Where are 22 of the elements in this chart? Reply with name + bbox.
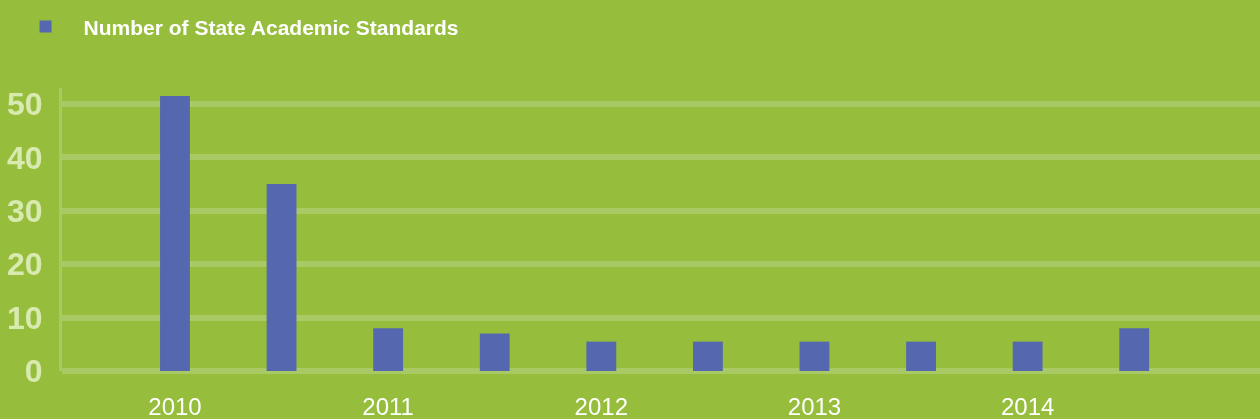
- x-tick-label: 2011: [362, 393, 414, 419]
- y-tick-label: 20: [7, 246, 43, 283]
- x-tick-label: 2010: [148, 393, 202, 419]
- bar: [266, 184, 297, 371]
- legend-label: Number of State Academic Standards: [83, 15, 459, 39]
- y-tick-label: 0: [24, 353, 43, 390]
- x-tick-label: 2014: [1000, 393, 1055, 419]
- bar: [1012, 341, 1043, 371]
- bar: [1119, 328, 1150, 371]
- x-tick-label: 2013: [787, 393, 842, 419]
- x-tick-label: 2012: [574, 393, 629, 419]
- y-tick-label: 50: [7, 86, 43, 123]
- y-tick-label: 30: [7, 193, 43, 230]
- bar: [160, 96, 190, 371]
- bar: [692, 341, 723, 371]
- y-tick-label: 10: [7, 299, 43, 336]
- bar: [479, 333, 510, 371]
- y-tick-label: 40: [7, 139, 43, 176]
- bar: [586, 341, 617, 371]
- bar: [906, 341, 936, 371]
- bar: [799, 341, 830, 371]
- bar: [373, 328, 404, 371]
